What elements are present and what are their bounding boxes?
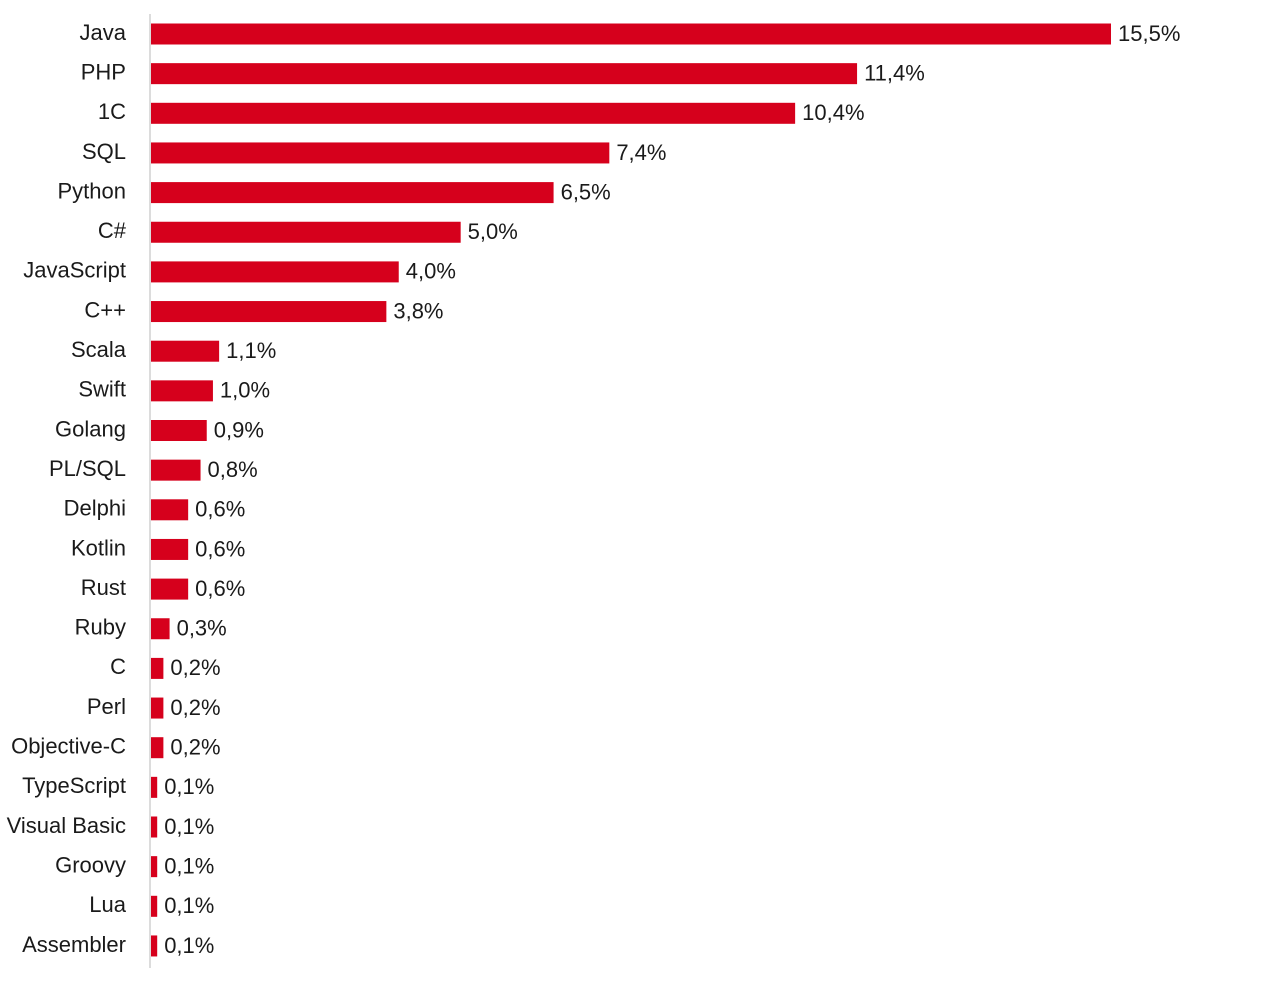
category-label: Java — [80, 20, 127, 45]
bar — [151, 618, 170, 640]
value-label: 0,6% — [195, 536, 245, 561]
category-label: Groovy — [55, 852, 126, 877]
value-label: 3,8% — [393, 298, 443, 323]
category-label: Visual Basic — [7, 813, 126, 838]
value-label: 0,1% — [164, 853, 214, 878]
category-label: Assembler — [22, 932, 126, 957]
value-label: 0,3% — [177, 616, 227, 641]
bar — [151, 261, 399, 283]
value-label: 11,4% — [864, 60, 925, 85]
category-label: PHP — [81, 59, 126, 84]
bar — [151, 221, 461, 243]
value-label: 6,5% — [561, 179, 611, 204]
bar — [151, 102, 796, 124]
value-label: 0,6% — [195, 576, 245, 601]
bar — [151, 23, 1111, 45]
value-label: 0,2% — [170, 735, 220, 760]
bar — [151, 499, 189, 521]
value-label: 1,1% — [226, 338, 276, 363]
category-label: C++ — [84, 297, 126, 322]
bar — [151, 380, 213, 402]
bar — [151, 578, 189, 600]
category-label: JavaScript — [23, 258, 126, 283]
bar — [151, 301, 387, 323]
category-label: Scala — [71, 337, 127, 362]
value-label: 0,1% — [164, 814, 214, 839]
category-label: Kotlin — [71, 535, 126, 560]
bar — [151, 340, 220, 362]
bar — [151, 459, 201, 481]
category-label: Swift — [78, 377, 126, 402]
category-label: Delphi — [64, 496, 126, 521]
value-label: 0,1% — [164, 933, 214, 958]
value-label: 1,0% — [220, 378, 270, 403]
value-label: 10,4% — [802, 100, 864, 125]
category-label: PL/SQL — [49, 456, 126, 481]
bar — [151, 142, 610, 164]
category-label: Perl — [87, 694, 126, 719]
bar — [151, 776, 158, 798]
bar — [151, 657, 164, 679]
bar — [151, 538, 189, 560]
value-label: 0,2% — [170, 695, 220, 720]
bar — [151, 420, 207, 441]
value-label: 7,4% — [616, 140, 666, 165]
value-label: 0,1% — [164, 893, 214, 918]
category-label: TypeScript — [22, 773, 126, 798]
bar — [151, 63, 858, 85]
category-label: 1C — [98, 99, 126, 124]
value-label: 0,8% — [208, 457, 258, 482]
bar — [151, 856, 158, 878]
category-label: Golang — [55, 416, 126, 441]
category-label: Rust — [81, 575, 126, 600]
bar — [151, 895, 158, 917]
bar — [151, 182, 554, 204]
category-label: Ruby — [75, 615, 126, 640]
value-label: 4,0% — [406, 259, 456, 284]
category-label: Objective-C — [11, 734, 126, 759]
category-label: C# — [98, 218, 127, 243]
category-label: C — [110, 654, 126, 679]
bar — [151, 935, 158, 957]
value-label: 0,9% — [214, 417, 264, 442]
category-label: Python — [58, 178, 127, 203]
category-label: Lua — [89, 892, 126, 917]
bar — [151, 737, 164, 759]
value-label: 5,0% — [468, 219, 518, 244]
bar — [151, 697, 164, 719]
value-label: 0,1% — [164, 774, 214, 799]
value-label: 15,5% — [1118, 21, 1180, 46]
category-label: SQL — [82, 139, 126, 164]
value-label: 0,2% — [170, 655, 220, 680]
value-label: 0,6% — [195, 497, 245, 522]
bar — [151, 816, 158, 838]
